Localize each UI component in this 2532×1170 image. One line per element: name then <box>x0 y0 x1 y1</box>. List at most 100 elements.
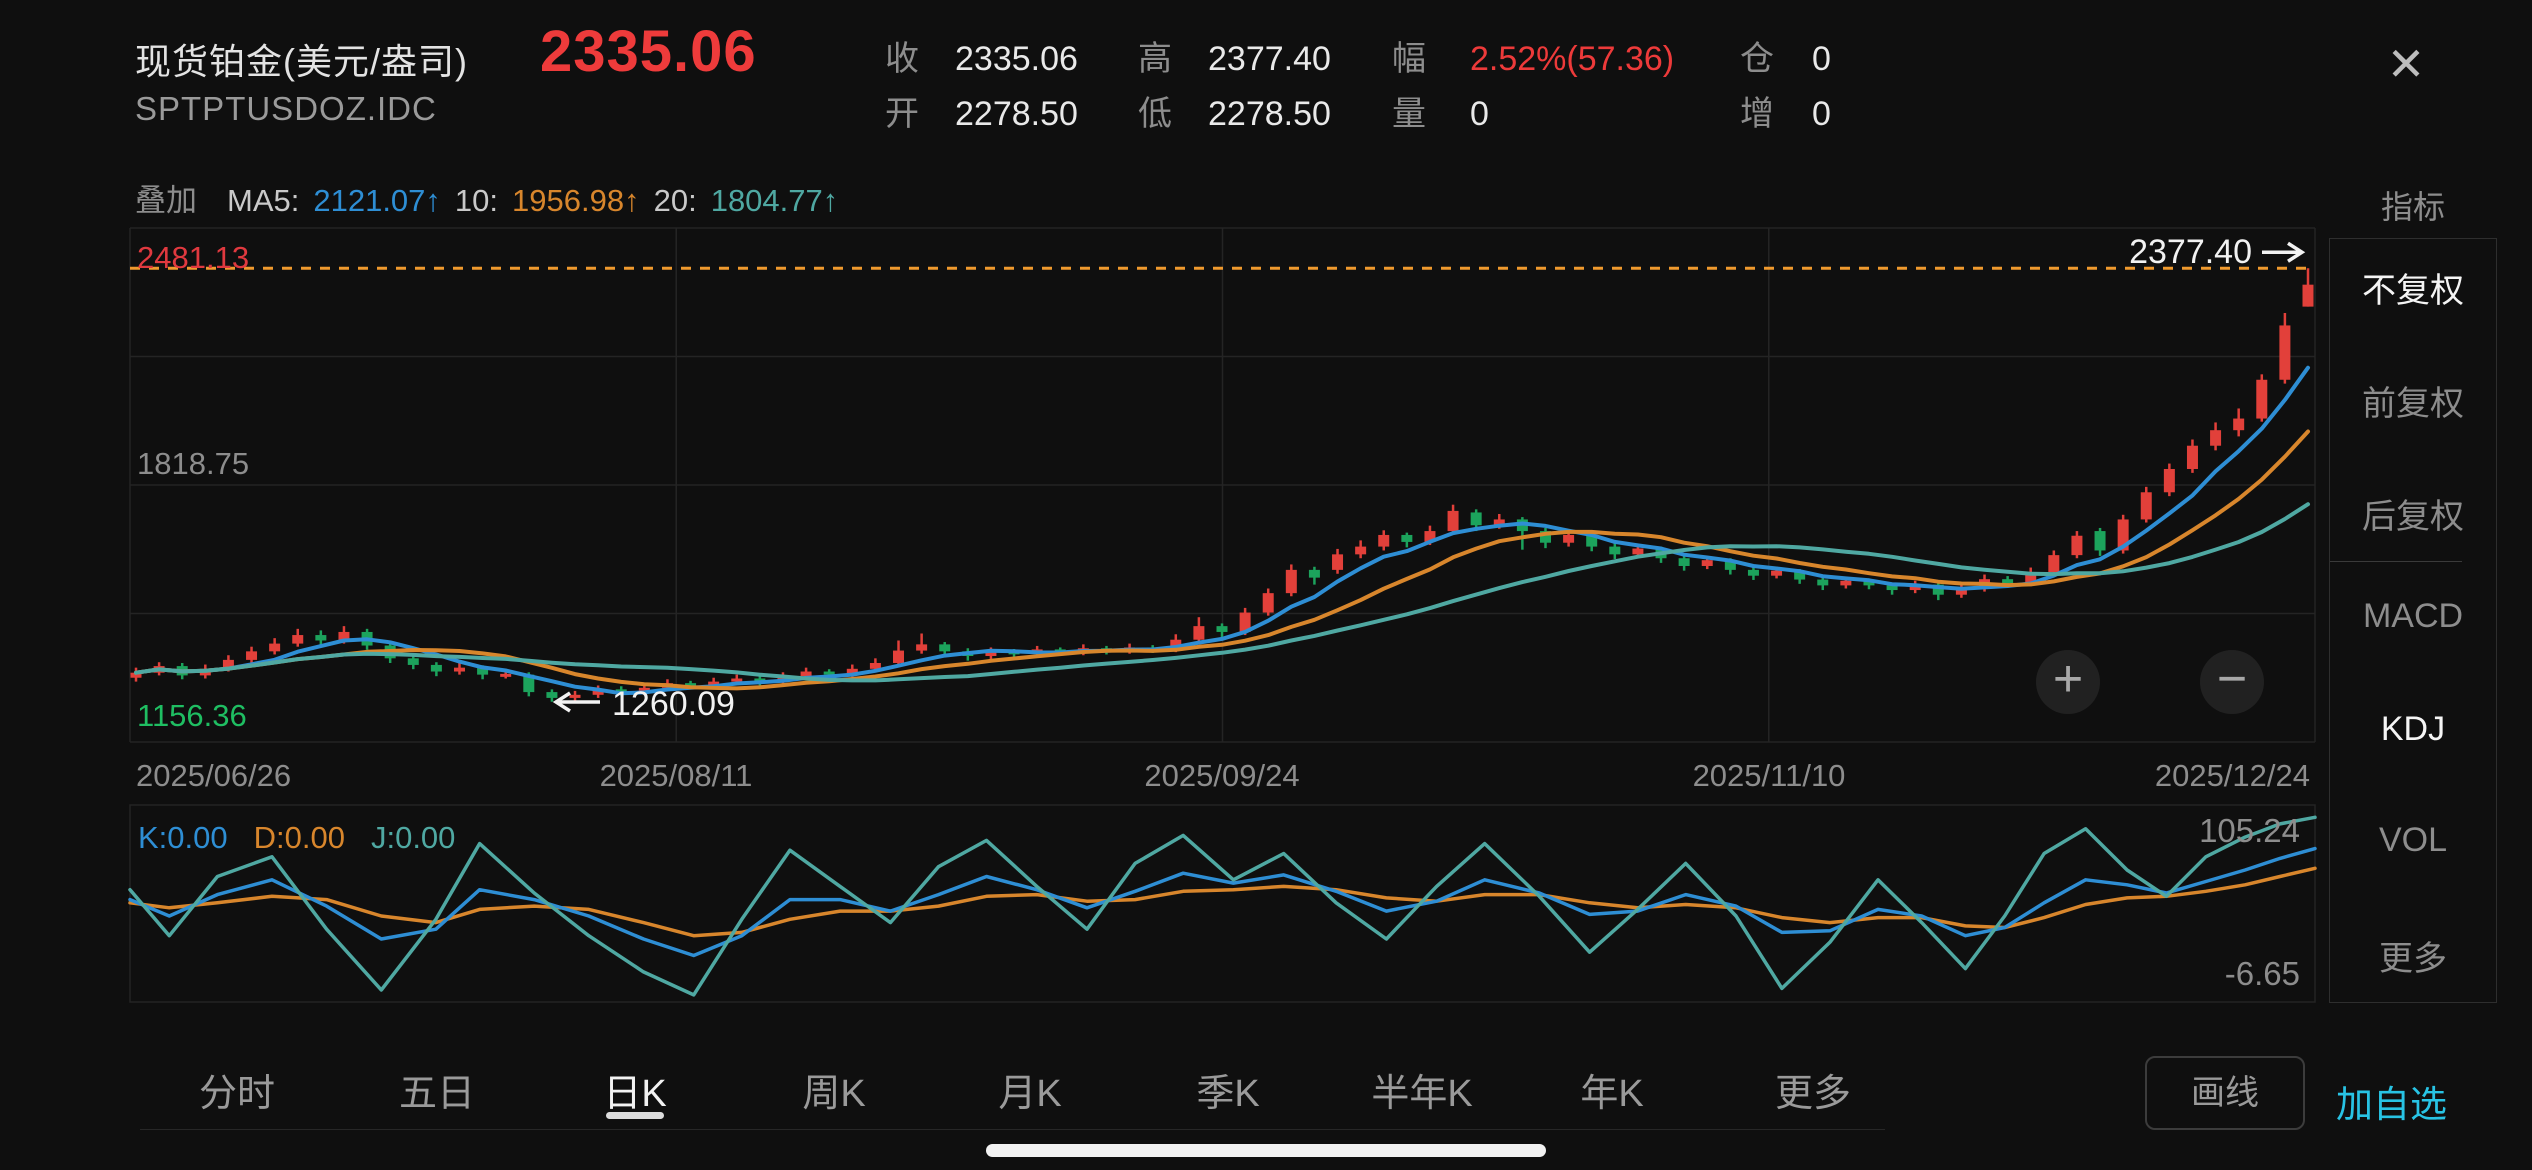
candle[interactable] <box>754 678 766 682</box>
candle[interactable] <box>430 664 442 672</box>
candle[interactable] <box>1955 588 1967 595</box>
sidebar-item-no-adjust[interactable]: 不复权 <box>2362 272 2464 310</box>
candle[interactable] <box>2302 284 2314 307</box>
candle[interactable] <box>985 651 997 657</box>
candle[interactable] <box>1886 585 1898 591</box>
candle[interactable] <box>1539 531 1551 543</box>
candle[interactable] <box>500 673 512 677</box>
zoom-in-button[interactable]: + <box>2036 650 2100 714</box>
candle[interactable] <box>315 635 327 641</box>
candle[interactable] <box>338 631 350 641</box>
candle[interactable] <box>1170 639 1182 650</box>
candle[interactable] <box>2094 531 2106 551</box>
candle[interactable] <box>731 678 743 682</box>
sidebar-item-kdj[interactable]: KDJ <box>2380 710 2446 748</box>
tab-5day[interactable]: 五日 <box>398 1073 476 1115</box>
sidebar-item-macd[interactable]: MACD <box>2362 597 2464 635</box>
candle[interactable] <box>1909 584 1921 591</box>
candle[interactable] <box>685 683 697 687</box>
candle[interactable] <box>2163 468 2175 493</box>
candle[interactable] <box>2071 535 2083 556</box>
candle[interactable] <box>1355 546 1367 555</box>
tab-quarterly-k[interactable]: 季K <box>1196 1073 1260 1115</box>
tab-weekly-k[interactable]: 周K <box>802 1073 866 1115</box>
candle[interactable] <box>222 659 234 669</box>
candle[interactable] <box>1609 546 1621 555</box>
candle[interactable] <box>2025 572 2037 584</box>
candle[interactable] <box>1493 519 1505 526</box>
sidebar-item-more[interactable]: 更多 <box>2379 940 2447 978</box>
tab-yearly-k[interactable]: 年K <box>1580 1073 1644 1115</box>
candle[interactable] <box>1863 580 1875 586</box>
candle[interactable] <box>2140 492 2152 520</box>
candle[interactable] <box>1285 569 1297 594</box>
candle[interactable] <box>2002 579 2014 584</box>
candle[interactable] <box>2210 430 2222 446</box>
candle[interactable] <box>1239 612 1251 632</box>
candle[interactable] <box>708 681 720 687</box>
candle[interactable] <box>453 667 465 672</box>
candle[interactable] <box>1678 558 1690 566</box>
candle[interactable] <box>1470 512 1482 526</box>
tab-monthly-k[interactable]: 月K <box>998 1073 1062 1115</box>
tab-more[interactable]: 更多 <box>1774 1073 1852 1115</box>
candle[interactable] <box>1424 531 1436 542</box>
candle[interactable] <box>1794 570 1806 580</box>
candle[interactable] <box>569 694 581 698</box>
candle[interactable] <box>2048 555 2060 573</box>
tab-halfyear-k[interactable]: 半年K <box>1371 1073 1473 1115</box>
tab-daily-k[interactable]: 日K <box>603 1073 667 1115</box>
candle[interactable] <box>1447 510 1459 532</box>
candle[interactable] <box>546 692 558 698</box>
candle[interactable] <box>2233 418 2245 431</box>
candle[interactable] <box>1586 534 1598 547</box>
candle[interactable] <box>869 662 881 669</box>
candle[interactable] <box>246 651 258 660</box>
candle[interactable] <box>477 667 489 675</box>
sidebar-item-vol[interactable]: VOL <box>2378 821 2448 859</box>
candle[interactable] <box>1932 584 1944 595</box>
zoom-out-button[interactable]: − <box>2200 650 2264 714</box>
candle[interactable] <box>292 635 304 644</box>
candle[interactable] <box>1632 548 1644 555</box>
candle[interactable] <box>1308 569 1320 578</box>
candle[interactable] <box>1193 626 1205 640</box>
candle[interactable] <box>1332 554 1344 570</box>
candle[interactable] <box>893 650 905 663</box>
candle[interactable] <box>1747 569 1759 576</box>
candle[interactable] <box>2186 445 2198 469</box>
candle[interactable] <box>1216 626 1228 632</box>
candle[interactable] <box>1771 570 1783 576</box>
candle[interactable] <box>407 658 419 665</box>
candle[interactable] <box>269 643 281 652</box>
draw-line-button[interactable]: 画线 <box>2145 1056 2305 1130</box>
candle[interactable] <box>2117 519 2129 551</box>
add-watchlist-button[interactable]: 加自选 <box>2336 1084 2447 1125</box>
candle[interactable] <box>130 672 142 678</box>
candle[interactable] <box>1724 560 1736 570</box>
candle[interactable] <box>1563 534 1575 543</box>
candle[interactable] <box>823 671 835 675</box>
candle[interactable] <box>916 644 928 651</box>
candle[interactable] <box>592 689 604 695</box>
candle[interactable] <box>846 668 858 675</box>
candle[interactable] <box>2279 325 2291 380</box>
candle[interactable] <box>1401 534 1413 542</box>
overlay-button[interactable]: 叠加 <box>135 183 197 218</box>
sidebar-item-backward-adjust[interactable]: 后复权 <box>2362 498 2464 536</box>
candle[interactable] <box>2256 379 2268 419</box>
candle[interactable] <box>1817 579 1829 586</box>
candle[interactable] <box>1262 593 1274 613</box>
close-icon[interactable]: ✕ <box>2386 38 2426 90</box>
candle[interactable] <box>638 687 650 693</box>
candle[interactable] <box>523 674 535 693</box>
sidebar-item-forward-adjust[interactable]: 前复权 <box>2362 385 2464 423</box>
tab-intraday[interactable]: 分时 <box>198 1073 276 1115</box>
candle[interactable] <box>615 689 627 693</box>
candle[interactable] <box>939 644 951 652</box>
candle[interactable] <box>1378 534 1390 547</box>
candle[interactable] <box>800 671 812 677</box>
candle[interactable] <box>1840 580 1852 586</box>
candle[interactable] <box>1701 560 1713 566</box>
